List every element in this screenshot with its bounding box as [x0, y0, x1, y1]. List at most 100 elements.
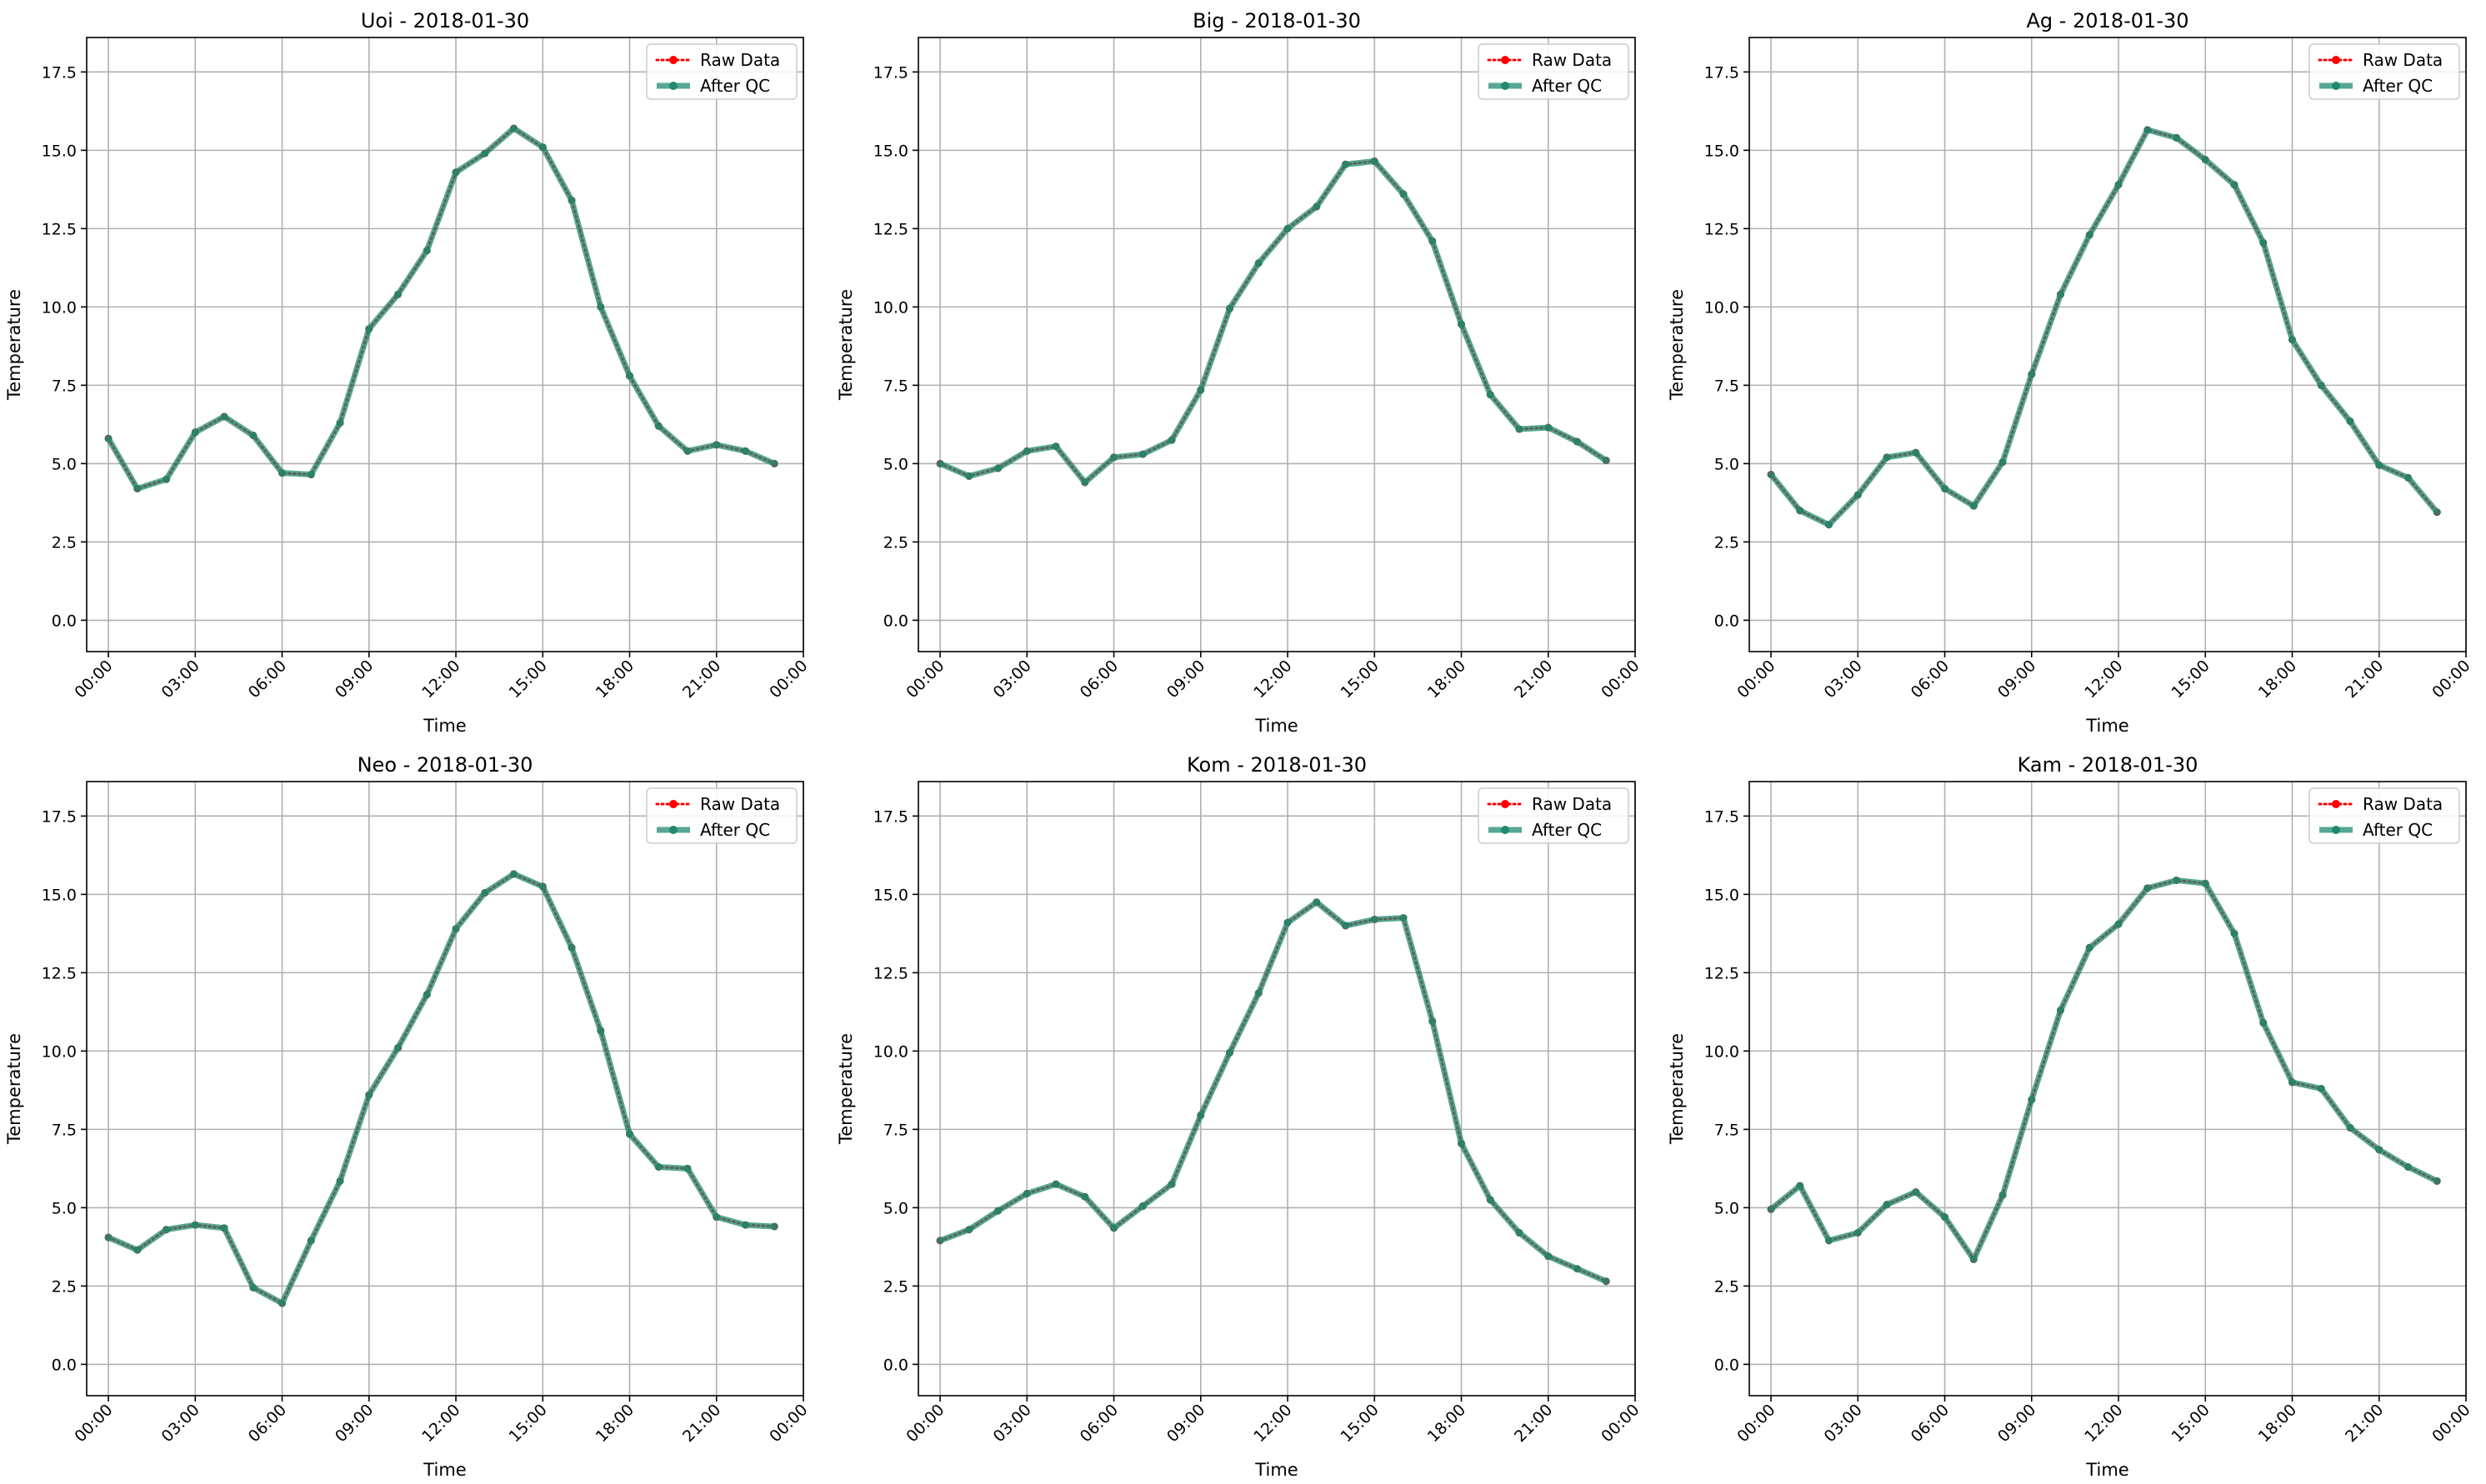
data-point: [1197, 1111, 1205, 1119]
data-point: [423, 247, 431, 255]
x-tick-label: 00:00: [766, 657, 811, 702]
data-point: [1428, 237, 1437, 245]
legend: Raw Data After QC: [646, 787, 798, 844]
data-point: [452, 168, 460, 177]
y-tick-label: 17.5: [1704, 807, 1739, 826]
chart-panel-3: 0.0 2.5 5.0 7.5 10.0 12.5 15.0 17.5 00:00 03:00 06…: [4, 753, 812, 1480]
data-point: [1399, 190, 1408, 198]
legend-label: After QC: [1532, 820, 1602, 840]
legend: Raw Data After QC: [646, 43, 798, 100]
grid: [87, 782, 804, 1396]
legend-marker: [2332, 826, 2340, 834]
x-tick-label: 18:00: [1424, 657, 1469, 702]
data-point: [1912, 448, 1920, 457]
y-tick-label: 10.0: [873, 1042, 908, 1061]
data-point: [452, 925, 460, 933]
data-point: [1313, 898, 1321, 907]
y-tick-label: 15.0: [1704, 886, 1739, 904]
data-point: [1515, 425, 1523, 433]
data-point: [626, 372, 634, 380]
data-point: [2346, 417, 2354, 426]
data-point: [1544, 423, 1553, 432]
x-tick-label: 06:00: [1908, 1401, 1953, 1446]
y-tick-label: 10.0: [42, 298, 77, 317]
data-point: [654, 422, 663, 430]
data-point: [1796, 1182, 1804, 1190]
legend-marker: [1501, 826, 1509, 834]
plot-area: [1748, 781, 2467, 1397]
data-point: [1168, 436, 1176, 444]
y-tick-label: 5.0: [883, 455, 908, 473]
series-line: [938, 899, 1608, 1284]
legend-marker: [2332, 82, 2340, 90]
y-tick-label: 0.0: [52, 612, 77, 630]
data-point: [1883, 1201, 1891, 1209]
y-tick-label: 7.5: [52, 1121, 77, 1139]
y-axis-label: Temperature: [4, 289, 24, 401]
y-tick-label: 0.0: [883, 612, 908, 630]
x-tick-label: 12:00: [2081, 657, 2126, 702]
data-point: [163, 475, 171, 483]
data-point: [1283, 918, 1292, 927]
data-point: [481, 149, 489, 157]
data-point: [1998, 1191, 2007, 1199]
data-point: [2317, 381, 2325, 389]
legend: Raw Data After QC: [2308, 43, 2460, 100]
data-point: [1254, 259, 1263, 267]
series-raw-data: [1767, 126, 2441, 529]
data-point: [336, 1177, 344, 1185]
data-point: [1458, 1139, 1466, 1147]
x-tick-label: 06:00: [245, 657, 290, 702]
data-point: [2114, 181, 2123, 189]
legend: Raw Data After QC: [2308, 787, 2460, 844]
legend-label: Raw Data: [1532, 794, 1612, 814]
data-point: [1342, 922, 1350, 930]
y-tick-label: 12.5: [42, 220, 77, 238]
data-point: [626, 1130, 634, 1138]
legend-label: Raw Data: [700, 794, 780, 814]
data-point: [2346, 1124, 2354, 1132]
x-tick-label: 18:00: [593, 657, 638, 702]
data-point: [2375, 1146, 2383, 1154]
data-point: [1573, 437, 1582, 446]
plot-area: [86, 781, 804, 1397]
legend-label: Raw Data: [2363, 50, 2443, 70]
legend-item: Raw Data: [2318, 794, 2443, 814]
x-tick-label: 12:00: [418, 657, 463, 702]
grid: [918, 37, 1636, 652]
legend-item: Raw Data: [655, 794, 780, 814]
data-point: [1283, 224, 1292, 232]
data-point: [510, 870, 518, 878]
x-tick-label: 00:00: [1598, 1401, 1643, 1446]
data-point: [2201, 156, 2209, 164]
x-tick-label: 09:00: [1994, 1401, 2039, 1446]
data-point: [2114, 920, 2123, 928]
legend-item: Raw Data: [655, 50, 780, 70]
x-tick-label: 09:00: [332, 657, 377, 702]
data-point: [220, 412, 228, 421]
data-point: [1254, 989, 1263, 997]
data-point: [538, 143, 547, 152]
data-point: [2433, 1177, 2441, 1185]
data-point: [163, 1226, 171, 1234]
data-point: [1825, 1237, 1833, 1245]
data-point: [278, 469, 287, 477]
y-tick-label: 10.0: [873, 298, 908, 317]
y-tick-label: 5.0: [52, 455, 77, 473]
data-point: [249, 1283, 258, 1292]
data-point: [278, 1299, 287, 1307]
x-axis-label: Time: [1254, 716, 1298, 736]
data-point: [1399, 914, 1408, 922]
data-point: [2173, 133, 2181, 142]
data-point: [597, 1027, 605, 1035]
x-tick-label: 00:00: [1598, 657, 1643, 702]
data-point: [538, 882, 547, 891]
legend-label: After QC: [700, 820, 770, 840]
x-tick-label: 09:00: [1163, 1401, 1208, 1446]
data-point: [994, 464, 1003, 472]
y-tick-label: 12.5: [1704, 964, 1739, 982]
data-point: [1428, 1017, 1437, 1026]
data-point: [2288, 336, 2297, 344]
data-point: [2143, 884, 2152, 892]
